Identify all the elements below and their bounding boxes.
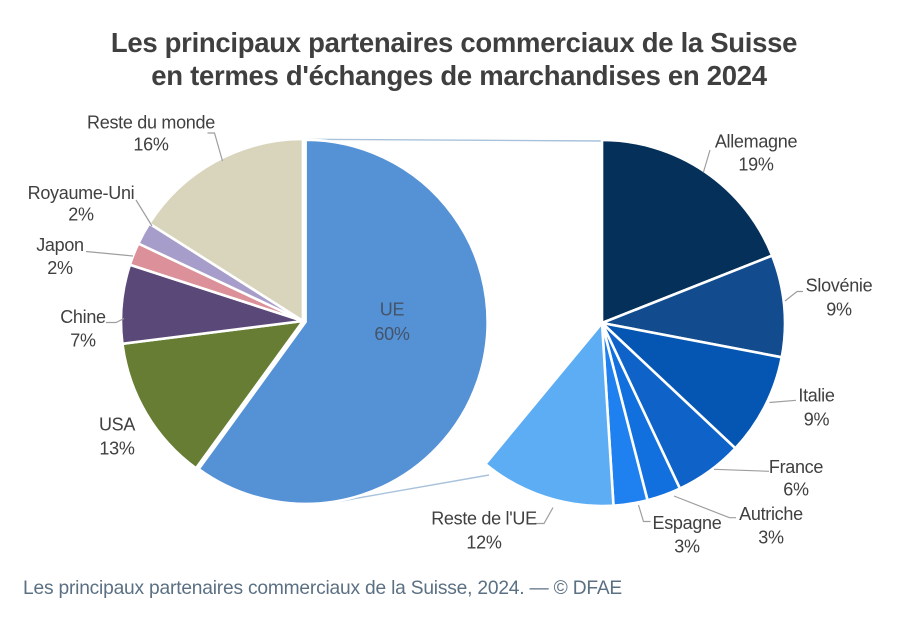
svg-text:UE: UE (380, 300, 405, 320)
svg-text:France: France (769, 457, 824, 477)
svg-text:2%: 2% (47, 258, 73, 278)
svg-text:Italie: Italie (798, 386, 835, 406)
svg-text:Reste de l'UE: Reste de l'UE (431, 509, 537, 529)
svg-text:Allemagne: Allemagne (715, 132, 798, 152)
svg-text:16%: 16% (133, 135, 168, 155)
svg-text:Royaume-Uni: Royaume-Uni (28, 183, 135, 203)
svg-text:Les principaux partenaires com: Les principaux partenaires commerciaux d… (23, 578, 622, 599)
svg-text:9%: 9% (826, 300, 852, 320)
svg-text:7%: 7% (70, 331, 96, 351)
svg-text:6%: 6% (783, 480, 809, 500)
svg-text:Espagne: Espagne (653, 513, 722, 533)
svg-text:Les principaux partenaires com: Les principaux partenaires commerciaux d… (111, 27, 797, 58)
svg-text:Japon: Japon (36, 235, 84, 255)
svg-text:19%: 19% (738, 155, 773, 175)
svg-text:USA: USA (99, 415, 135, 435)
svg-text:12%: 12% (466, 533, 501, 553)
svg-text:en termes d'échanges de marcha: en termes d'échanges de marchandises en … (151, 60, 767, 91)
svg-text:3%: 3% (674, 537, 700, 557)
svg-text:Autriche: Autriche (739, 504, 803, 524)
svg-text:13%: 13% (99, 439, 134, 459)
svg-text:60%: 60% (374, 324, 409, 344)
svg-text:9%: 9% (804, 410, 830, 430)
svg-text:Slovénie: Slovénie (806, 276, 873, 296)
svg-text:Reste du monde: Reste du monde (87, 113, 215, 133)
svg-text:Chine: Chine (60, 307, 106, 327)
svg-text:3%: 3% (758, 528, 784, 548)
svg-text:2%: 2% (68, 205, 94, 225)
